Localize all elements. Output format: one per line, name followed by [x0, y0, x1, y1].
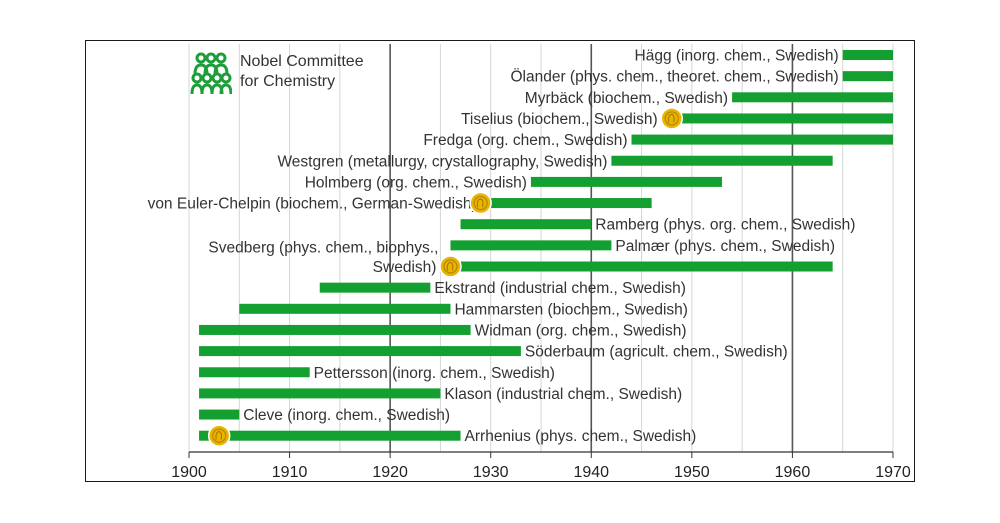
- member-label: Söderbaum (agricult. chem., Swedish): [525, 344, 788, 361]
- x-tick-label: 1910: [272, 464, 308, 481]
- member-bar: [450, 240, 612, 251]
- member-label: Widman (org. chem., Swedish): [475, 322, 687, 339]
- member-label: Cleve (inorg. chem., Swedish): [243, 407, 450, 424]
- member-label: Hammarsten (biochem., Swedish): [454, 301, 687, 318]
- member-label: Svedberg (phys. chem., biophys.,: [208, 240, 438, 257]
- member-label: Arrhenius (phys. chem., Swedish): [465, 428, 697, 445]
- member-bar: [460, 219, 592, 230]
- x-tick-label: 1900: [171, 464, 207, 481]
- committee-name-line1: Nobel Committee: [240, 53, 364, 70]
- committee-name-line2: for Chemistry: [240, 73, 336, 90]
- nobel-medal-ring: [473, 195, 488, 211]
- member-bar: [199, 324, 471, 335]
- member-bar: [319, 282, 431, 293]
- nobel-medal-icon: [469, 191, 492, 215]
- nobel-medal-profile: [215, 431, 222, 440]
- member-bar: [842, 71, 893, 82]
- member-bar: [530, 176, 723, 187]
- member-bar: [199, 346, 521, 357]
- member-bar: [199, 430, 461, 441]
- nobel-medal-ring: [212, 428, 227, 443]
- member-label: Fredga (org. chem., Swedish): [423, 132, 627, 149]
- nobel-medal-icon: [207, 424, 231, 447]
- member-label: Pettersson (inorg. chem., Swedish): [314, 365, 555, 382]
- nobel-medal-icon: [660, 107, 683, 130]
- committee-name: Nobel Committee for Chemistry: [240, 52, 364, 92]
- nobel-medal-profile: [446, 261, 454, 271]
- member-bar: [732, 92, 893, 103]
- member-label: Myrbäck (biochem., Swedish): [525, 90, 728, 107]
- member-label: Swedish): [373, 259, 437, 276]
- people-group-icon: [190, 52, 232, 95]
- nobel-medal-icon: [439, 255, 462, 278]
- x-tick-label: 1960: [775, 464, 811, 481]
- member-bar: [199, 367, 310, 378]
- committee-logo: Nobel Committee for Chemistry: [190, 52, 364, 96]
- member-bar: [631, 134, 893, 145]
- member-label: Tiselius (biochem., Swedish): [461, 111, 658, 128]
- member-label: Ölander (phys. chem., theoret. chem., Sw…: [510, 68, 838, 86]
- x-tick-label: 1950: [674, 464, 710, 481]
- member-label: Ramberg (phys. org. chem., Swedish): [595, 217, 855, 234]
- x-tick-label: 1970: [875, 464, 911, 481]
- member-bar: [842, 50, 893, 60]
- member-bar: [239, 303, 451, 314]
- nobel-medal-profile: [476, 198, 484, 208]
- member-bar: [199, 409, 240, 420]
- nobel-medal-ring: [443, 259, 458, 274]
- member-label: von Euler-Chelpin (biochem., German-Swed…: [148, 196, 477, 213]
- x-tick-label: 1930: [473, 464, 509, 481]
- nobel-medal-ring: [664, 111, 679, 126]
- member-bar: [611, 155, 833, 166]
- member-label: Holmberg (org. chem., Swedish): [305, 174, 527, 191]
- member-bar: [199, 388, 441, 399]
- member-label: Westgren (metallurgy, crystallography, S…: [277, 153, 607, 170]
- member-bar: [661, 113, 893, 124]
- member-bar: [480, 198, 652, 209]
- x-tick-label: 1940: [573, 464, 609, 481]
- member-label: Ekstrand (industrial chem., Swedish): [434, 280, 686, 297]
- nobel-medal-profile: [668, 113, 675, 123]
- member-label: Klason (industrial chem., Swedish): [444, 386, 682, 403]
- member-label: Palmær (phys. chem., Swedish): [615, 238, 835, 255]
- member-bar: [440, 261, 833, 272]
- x-tick-label: 1920: [372, 464, 408, 481]
- member-label: Hägg (inorg. chem., Swedish): [635, 48, 839, 65]
